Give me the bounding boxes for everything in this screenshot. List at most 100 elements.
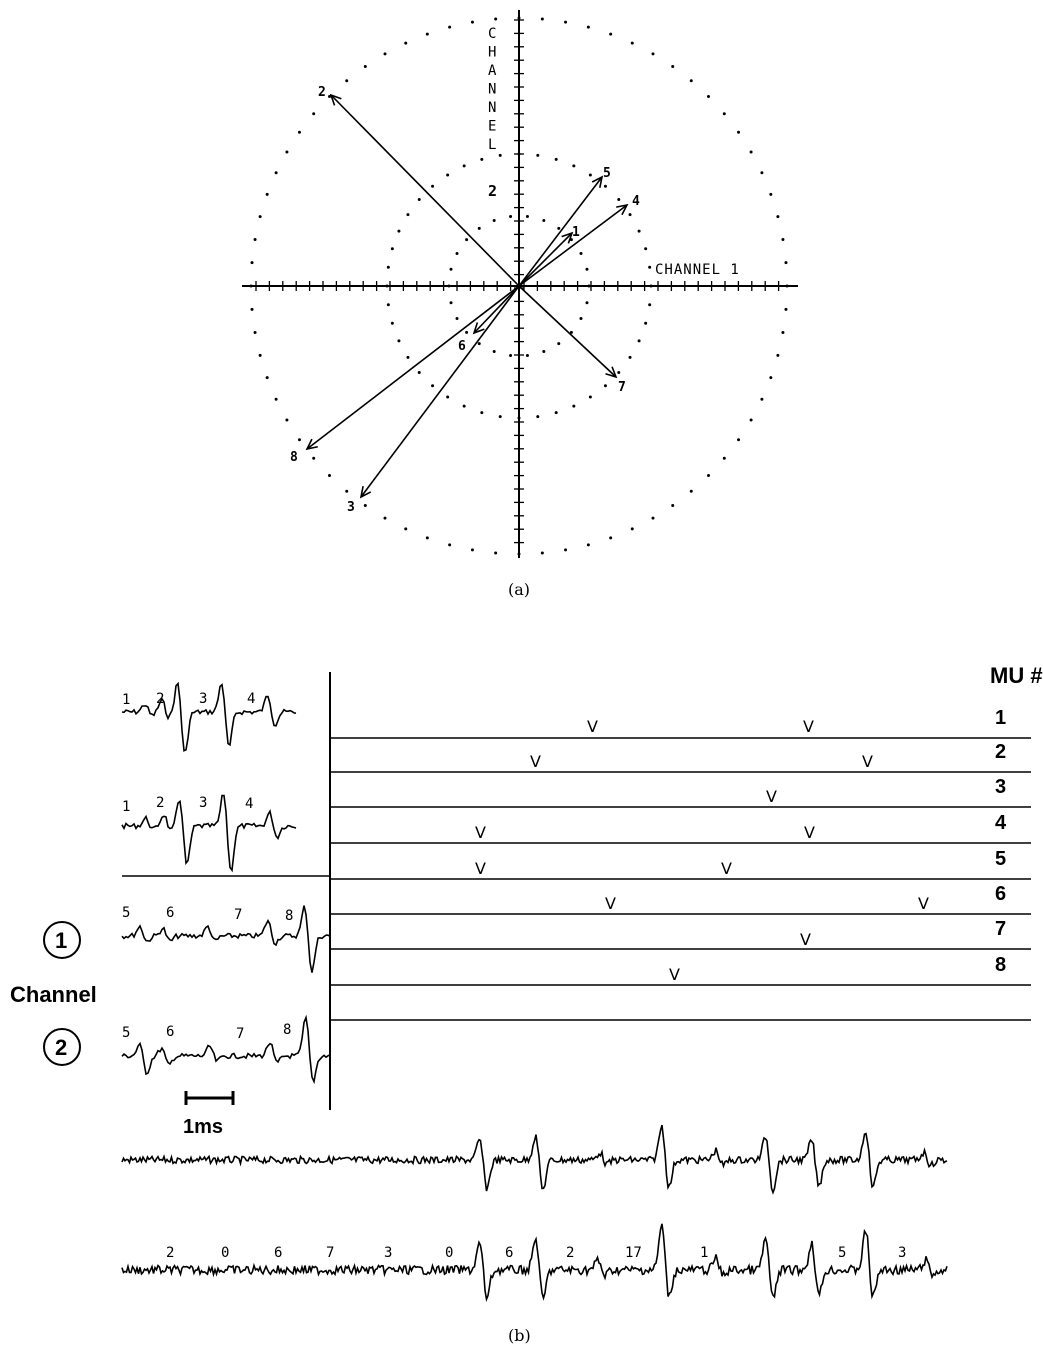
- circle-dot: [477, 342, 481, 346]
- spike-marker: V: [800, 930, 811, 949]
- circle-dot: [480, 157, 484, 161]
- y-axis-letter: E: [488, 119, 496, 135]
- circle-dot: [542, 349, 546, 353]
- vector-arrowhead: [305, 438, 318, 451]
- circle-dot: [554, 157, 558, 161]
- vector-arrowhead: [591, 175, 604, 188]
- template-label-mu3: 3: [199, 691, 207, 707]
- circle-dot: [253, 331, 257, 335]
- template-label-mu4: 4: [247, 691, 255, 707]
- circle-dot: [572, 404, 576, 408]
- x-axis-label: CHANNEL 1: [655, 262, 740, 278]
- channel-label: Channel: [10, 982, 97, 1007]
- y-axis-letter: L: [488, 137, 496, 153]
- circle-dot: [781, 331, 785, 335]
- circle-dot: [722, 112, 726, 116]
- circle-dot: [749, 150, 753, 154]
- spike-marker: V: [804, 823, 815, 842]
- y-axis-letter: C: [488, 26, 496, 42]
- template-label-mu6: 6: [166, 905, 174, 921]
- circle-dot: [585, 267, 589, 271]
- circle-dot: [707, 94, 711, 98]
- circle-dot: [406, 213, 410, 217]
- vector-arrowhead: [616, 203, 629, 216]
- mu-row-number: 7: [995, 918, 1006, 940]
- circle-dot: [671, 504, 675, 508]
- circle-dot: [446, 395, 450, 399]
- vector-arrowhead: [472, 322, 485, 335]
- y-axis-letter: N: [488, 82, 496, 98]
- circle-dot: [784, 307, 788, 311]
- mu-row-number: 1: [995, 707, 1006, 729]
- vector-line: [518, 176, 603, 287]
- vector-label: 7: [618, 380, 626, 395]
- vector-arrowhead: [329, 93, 342, 106]
- circle-dot: [579, 317, 583, 321]
- template-label-mu3: 3: [199, 795, 207, 811]
- circle-dot: [492, 219, 496, 223]
- mu-row-number: 6: [995, 883, 1006, 905]
- template-label-mu8: 8: [285, 908, 293, 924]
- spike-marker: V: [918, 894, 929, 913]
- template-label-mu2: 2: [156, 795, 164, 811]
- trace-label: 0: [221, 1245, 229, 1261]
- circle-dot: [509, 215, 513, 219]
- template-label-mu2: 2: [156, 691, 164, 707]
- circle-dot: [648, 303, 652, 307]
- y-axis-label-number: 2: [488, 182, 497, 200]
- y-axis-letter: N: [488, 100, 496, 116]
- circle-dot: [449, 267, 453, 271]
- circle-dot: [449, 301, 453, 305]
- raw-trace-ch1: [121, 1124, 948, 1195]
- circle-dot: [492, 349, 496, 353]
- mu-row-number: 3: [995, 776, 1006, 798]
- circle-dot: [630, 41, 634, 45]
- circle-dot: [644, 321, 648, 325]
- circle-dot: [540, 17, 544, 21]
- y-axis-letter: H: [488, 45, 496, 61]
- spike-marker: V: [766, 787, 777, 806]
- y-axis-letter: A: [488, 63, 497, 79]
- vector-arrowhead: [359, 486, 372, 499]
- circle-dot: [397, 229, 401, 233]
- circle-dot: [470, 20, 474, 24]
- spike-marker: V: [669, 965, 680, 984]
- trace-label: 3: [384, 1245, 392, 1261]
- template-wave-mu1-4-ch2: [121, 794, 297, 873]
- circle-dot: [769, 376, 773, 380]
- circle-dot: [274, 397, 278, 401]
- circle-dot: [327, 94, 331, 98]
- template-wave-mu5-8-ch2: [121, 1014, 331, 1085]
- circle-dot: [609, 32, 613, 36]
- circle-dot: [477, 226, 481, 230]
- circle-dot: [274, 171, 278, 175]
- vector-line: [473, 285, 520, 334]
- circle-dot: [585, 301, 589, 305]
- circle-dot: [628, 213, 632, 217]
- circle-dot: [609, 536, 613, 540]
- vector-label: 1: [572, 225, 580, 240]
- circle-dot: [637, 339, 641, 343]
- channel-2-circle: [43, 1028, 81, 1066]
- trace-label: 5: [838, 1245, 846, 1261]
- trace-label: 2: [566, 1245, 574, 1261]
- template-label-mu1: 1: [122, 799, 130, 815]
- circle-dot: [285, 150, 289, 154]
- circle-dot: [253, 237, 257, 241]
- circle-dot: [383, 52, 387, 56]
- circle-dot: [586, 25, 590, 29]
- trace-label: 1: [700, 1245, 708, 1261]
- template-label-mu8: 8: [283, 1022, 291, 1038]
- circle-dot: [345, 489, 349, 493]
- circle-dot: [327, 474, 331, 478]
- template-label-mu1: 1: [122, 692, 130, 708]
- vector-arrowhead: [605, 366, 618, 379]
- trace-label: 6: [274, 1245, 282, 1261]
- spike-marker: V: [475, 823, 486, 842]
- y-axis-label: CHANNEL: [488, 26, 497, 153]
- circle-dot: [470, 548, 474, 552]
